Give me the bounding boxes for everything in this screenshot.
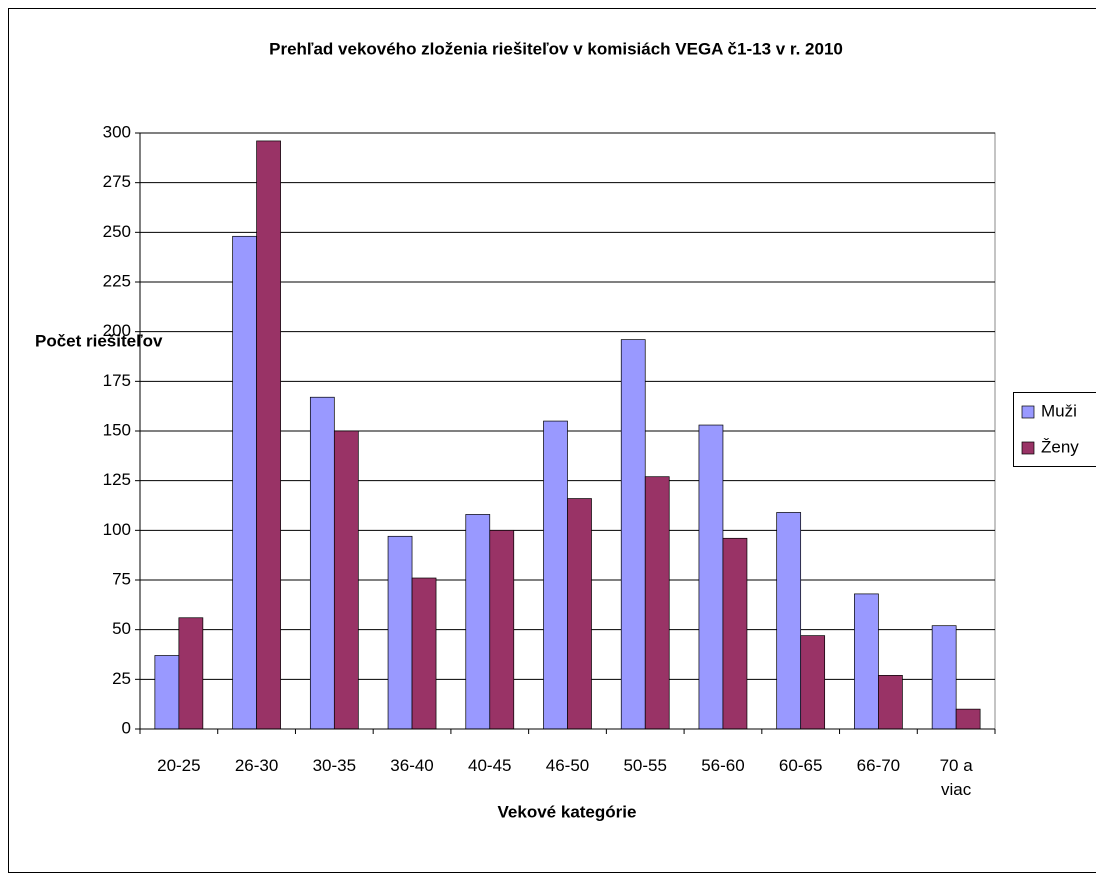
bar <box>567 498 592 730</box>
bar <box>776 512 802 730</box>
bar <box>309 396 335 730</box>
bar <box>543 420 568 730</box>
x-tick-label: 70 a viac <box>939 756 973 799</box>
bar <box>256 140 281 730</box>
y-tick-label: 275 <box>103 172 131 191</box>
bar <box>387 535 413 730</box>
x-tick-label: 46-50 <box>545 756 590 775</box>
x-tick-label: 20-25 <box>157 756 201 775</box>
bar <box>411 577 437 730</box>
legend-swatch <box>1021 405 1035 419</box>
x-tick-label: 50-55 <box>623 756 667 775</box>
bar <box>154 655 180 730</box>
bar <box>878 675 903 730</box>
bar <box>644 476 670 730</box>
x-tick-label: 30-35 <box>312 756 357 775</box>
legend-label: Muži <box>1041 401 1077 420</box>
x-tick-label: 40-45 <box>468 756 512 775</box>
bar <box>232 235 257 730</box>
x-tick-label: 56-60 <box>701 756 745 775</box>
legend-label: Ženy <box>1041 437 1079 456</box>
y-tick-label: 250 <box>103 222 131 241</box>
y-tick-label: 200 <box>103 321 131 340</box>
bar <box>465 514 491 730</box>
x-tick-label: 36-40 <box>390 756 434 775</box>
y-tick-label: 125 <box>103 470 131 489</box>
bar <box>489 529 515 730</box>
y-tick-label: 175 <box>103 371 131 390</box>
chart-title: Prehľad vekového zloženia riešiteľov v k… <box>269 39 843 58</box>
bar <box>722 537 748 730</box>
legend-swatch <box>1021 441 1035 455</box>
x-tick-label: 60-65 <box>778 756 823 775</box>
bar <box>698 424 724 730</box>
bar <box>333 430 359 730</box>
bar <box>931 625 957 730</box>
x-tick-label: 26-30 <box>234 756 279 775</box>
y-tick-label: 300 <box>103 122 131 141</box>
bar <box>854 593 879 730</box>
y-tick-label: 100 <box>103 520 131 539</box>
y-tick-label: 150 <box>103 420 131 439</box>
bar <box>178 617 204 730</box>
y-tick-label: 225 <box>103 271 131 290</box>
y-tick-label: 0 <box>122 718 131 737</box>
y-tick-label: 75 <box>112 569 131 588</box>
y-axis-title: Počet riešiteľov <box>35 331 163 350</box>
bar <box>955 708 981 730</box>
y-tick-label: 25 <box>112 669 131 688</box>
bar <box>800 635 826 730</box>
x-tick-label: 66-70 <box>856 756 901 775</box>
y-tick-label: 50 <box>112 619 131 638</box>
bar <box>620 339 646 730</box>
x-axis-title: Vekové kategórie <box>498 802 637 821</box>
